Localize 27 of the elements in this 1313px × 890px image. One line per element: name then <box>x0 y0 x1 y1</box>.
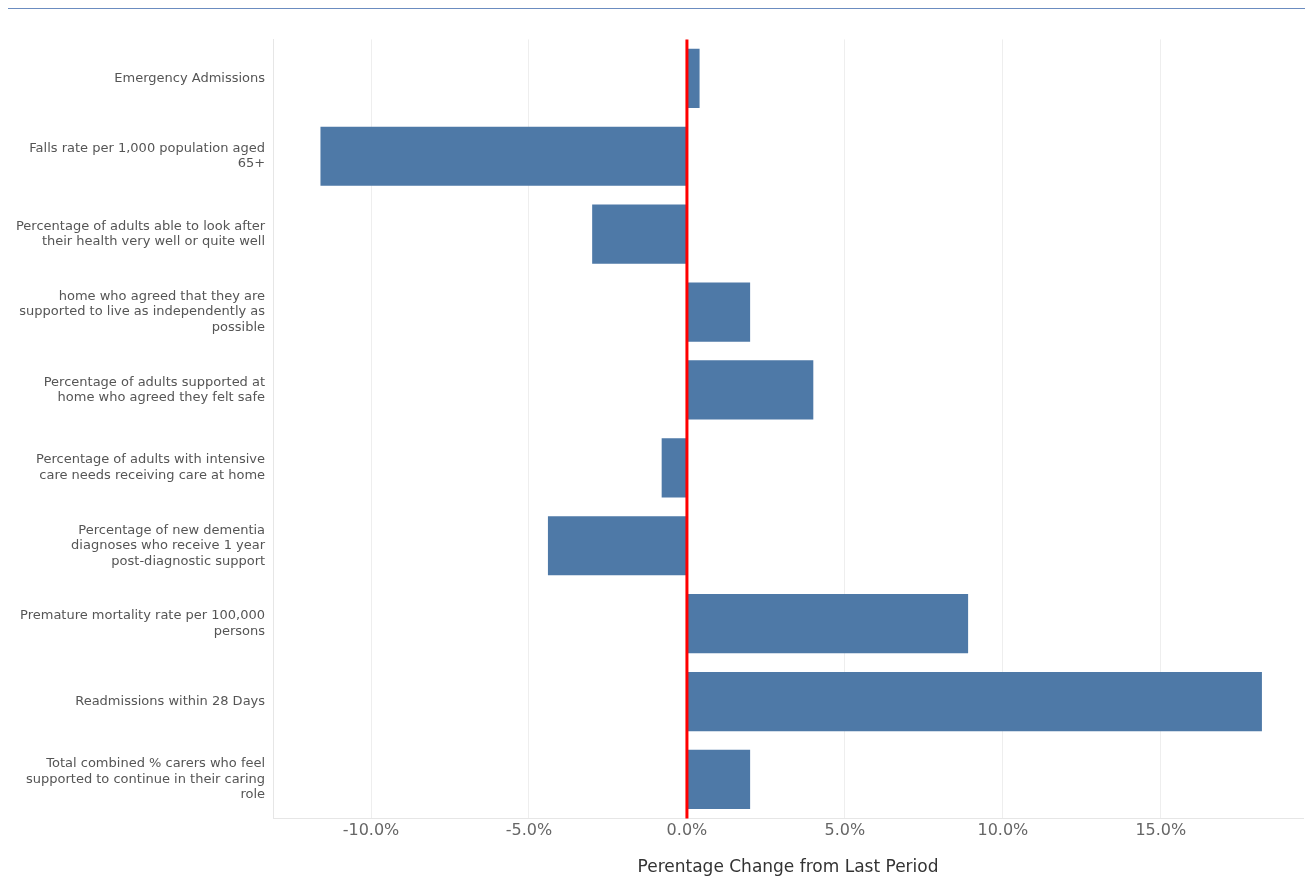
bar <box>687 48 700 108</box>
x-tick-label: 10.0% <box>977 820 1029 840</box>
y-tick-label: Premature mortality rate per 100,000 persons <box>20 607 266 638</box>
bar <box>320 126 687 186</box>
y-tick-label: Falls rate per 1,000 population aged 65+ <box>29 139 266 171</box>
y-tick-label: home who agreed that they are supported to live as independently as possible <box>19 287 266 335</box>
x-tick-label: -10.0% <box>342 820 400 840</box>
bar <box>687 594 969 654</box>
bar <box>687 282 751 342</box>
x-tick-label: 15.0% <box>1135 820 1187 840</box>
bar <box>592 204 687 264</box>
y-tick-label: Total combined % carers who feel supported to continue in their caring role <box>25 755 266 802</box>
bar <box>687 749 751 810</box>
y-tick-label: Readmissions within 28 Days <box>75 692 266 708</box>
x-tick-label: 5.0% <box>824 820 866 840</box>
bar <box>661 438 687 498</box>
x-axis-title: Perentage Change from Last Period <box>637 856 939 877</box>
y-tick-label: Percentage of adults with intensive care needs receiving care at home <box>36 451 266 483</box>
x-tick-label: -5.0% <box>505 820 553 840</box>
y-tick-label: Percentage of new dementia diagnoses who receive 1 year post-diagnostic support <box>71 521 266 568</box>
bar <box>687 671 1262 732</box>
y-tick-label: Percentage of adults able to look after their health very well or quite well <box>16 217 266 249</box>
bar <box>687 360 814 420</box>
y-tick-label: Percentage of adults supported at home who agreed they felt safe <box>43 373 266 405</box>
y-tick-label: Emergency Admissions <box>114 69 266 85</box>
x-tick-label: 0.0% <box>666 820 708 840</box>
bar <box>547 516 687 576</box>
